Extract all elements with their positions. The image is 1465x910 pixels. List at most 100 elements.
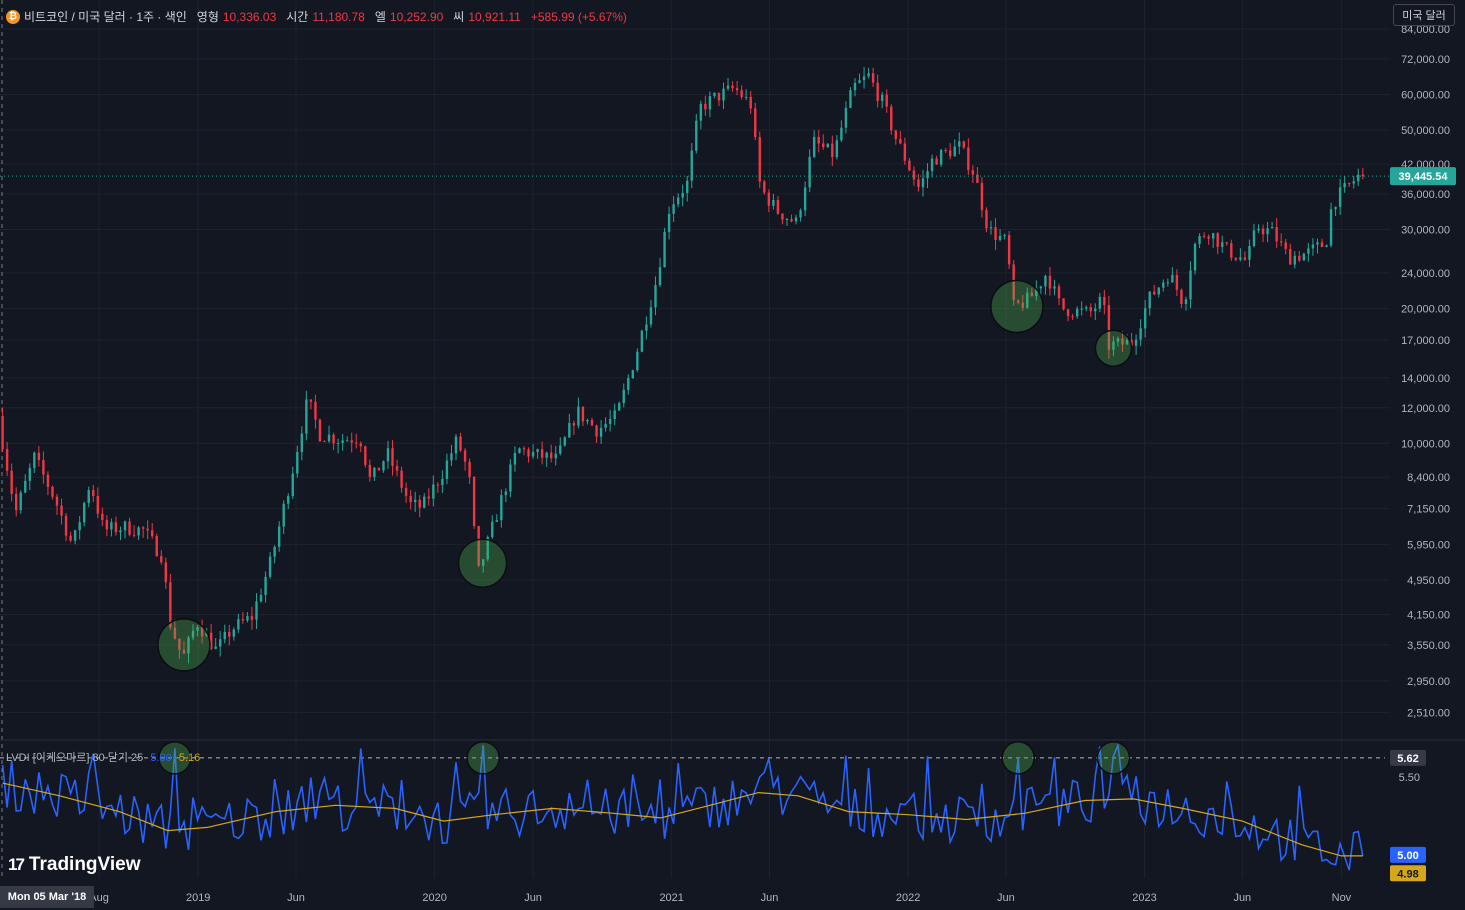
candle-body [1293,255,1296,265]
candle [323,440,326,443]
candle-body [191,630,195,638]
candle [1066,308,1070,322]
candle-body [794,217,798,222]
candle-body [404,487,408,496]
candle-body [1153,291,1156,295]
candle [413,491,417,512]
candle-body [1007,235,1011,265]
candle-body [754,108,757,138]
candle [930,154,934,178]
candle-body [1148,291,1151,309]
candle [994,218,997,250]
candle-body [200,626,204,637]
highlight-circle [1094,329,1133,367]
candle-body [250,616,254,620]
candle [695,114,698,154]
candle-body [1316,242,1319,245]
candle-body [1130,340,1133,346]
candle-body [935,158,938,165]
candle-body [309,399,313,402]
candle-body [314,401,317,420]
candle [595,424,598,443]
candle [327,425,331,444]
candle-body [119,530,122,533]
candle-body [599,427,603,437]
price-tick-label: 3,550.00 [1407,640,1450,652]
lvdi-axis[interactable]: 5.50 [1399,772,1420,784]
candle-body [164,562,168,583]
candle [613,403,616,425]
candle-body [976,174,979,183]
candle [640,329,644,353]
candle-body [1307,248,1310,254]
candle-body [568,422,571,438]
time-axis[interactable]: Aug 2019 Jun 2020 Jun 2021 Jun 2022 Jun 2023 Jun No… [89,892,1351,904]
candle-body [1234,257,1238,260]
lvdi-highlight-circle [158,741,192,775]
candle-body [822,143,825,148]
candle [241,612,245,624]
candle [890,104,893,135]
candle [921,169,925,197]
candle [862,67,866,89]
candle [831,135,834,167]
candle-body [259,594,263,602]
candle [1266,221,1269,243]
candle-body [740,90,743,98]
tradingview-logo[interactable]: 17 TradingView [8,854,141,876]
candle [726,77,730,91]
currency-button[interactable]: 미국 달러 [1393,4,1455,26]
candle [332,432,335,451]
time-tick-label: Jun [524,892,542,904]
candle-body [445,460,449,479]
candle [119,526,122,541]
candle-body [998,235,1002,240]
price-axis[interactable]: 84,000.0072,000.0060,000.0050,000.0042,0… [1401,24,1450,719]
candle [141,526,145,538]
candle [1003,233,1006,240]
candle [472,475,476,529]
indicator-title: LVDI [이케오마르] 80 닫기 25 [6,752,144,764]
candle-body [917,179,920,188]
candle [55,493,59,515]
highlight-circle [157,618,211,672]
candle-body [427,496,430,499]
price-tick-label: 84,000.00 [1401,24,1450,36]
candle-body [590,419,594,426]
price-tick-label: 10,000.00 [1401,438,1450,450]
price-tick-label: 24,000.00 [1401,268,1450,280]
candle [1012,260,1015,306]
candle-body [831,143,834,158]
candle [681,184,684,207]
candle-body [1121,338,1124,345]
candle [971,165,975,183]
indicator-legend[interactable]: LVDI [이케오마르] 80 닫기 25 5.00 5.16 [6,749,200,765]
candle [509,459,512,498]
candle-body [37,452,41,461]
candle [110,518,113,537]
candle [87,486,90,508]
crosshair-date-label: Mon 05 Mar '18 [0,886,94,908]
candle [200,619,204,644]
candle-body [767,192,771,206]
symbol-title[interactable]: 비트코인 / 미국 달러 · 1주 · 색인 [24,10,187,24]
price-candles [1,67,1364,664]
candle [1239,248,1242,262]
candle [441,470,444,494]
candle-body [808,156,811,188]
candle-body [763,181,766,193]
candle-body [930,158,934,172]
candle-body [540,449,544,458]
candle [1193,242,1197,275]
candle-body [1198,236,1201,244]
candle-body [1071,316,1074,318]
candle [1234,257,1238,262]
candle [423,493,426,509]
time-tick-label: Jun [997,892,1015,904]
candle [277,521,281,552]
candle [395,459,399,477]
candle [749,90,752,114]
candle-body [491,521,494,538]
candle [1293,251,1296,269]
